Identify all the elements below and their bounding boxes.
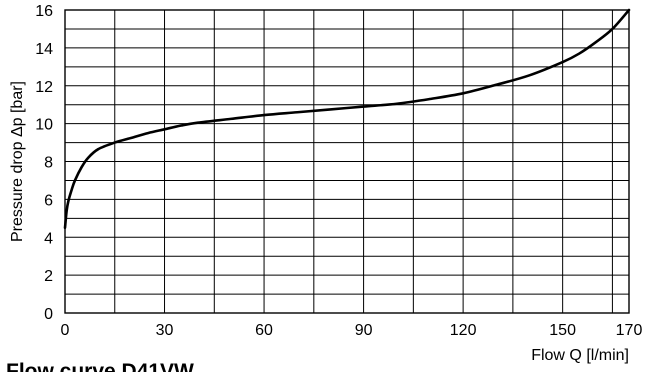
y-tick-label: 12 xyxy=(35,79,53,96)
x-tick-label: 170 xyxy=(616,322,643,339)
x-tick-label: 60 xyxy=(255,322,273,339)
y-tick-label: 6 xyxy=(44,192,53,209)
y-tick-label: 2 xyxy=(44,268,53,285)
tick-labels: 0 2 4 6 8 10 12 14 16 0 30 60 90 120 150 170 xyxy=(35,3,642,339)
y-tick-label: 14 xyxy=(35,41,53,58)
x-tick-label: 30 xyxy=(156,322,174,339)
x-tick-label: 120 xyxy=(450,322,477,339)
y-tick-label: 0 xyxy=(44,306,53,323)
series-line-pressure-drop xyxy=(63,8,631,230)
x-tick-label: 90 xyxy=(355,322,373,339)
y-tick-label: 10 xyxy=(35,117,53,134)
y-tick-label: 16 xyxy=(35,3,53,20)
y-tick-label: 8 xyxy=(44,155,53,172)
chart-grid xyxy=(65,10,629,313)
x-tick-label: 150 xyxy=(549,322,576,339)
x-tick-label: 0 xyxy=(61,322,70,339)
y-axis-label: Pressure drop Δp [bar] xyxy=(9,81,26,242)
plot-frame xyxy=(64,9,630,314)
chart-title: Flow curve D41VW xyxy=(6,360,194,372)
y-tick-label: 4 xyxy=(44,230,53,247)
x-axis-label: Flow Q [l/min] xyxy=(531,347,629,364)
